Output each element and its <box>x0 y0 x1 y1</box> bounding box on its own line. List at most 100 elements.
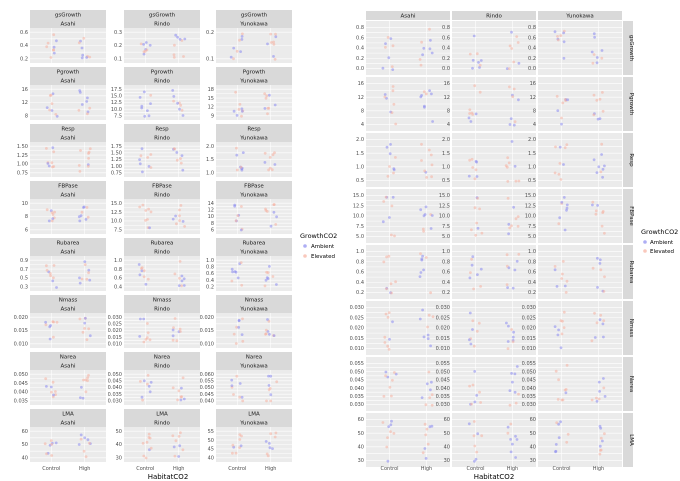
left-gsGrowth-Yunokawa-point <box>266 42 269 46</box>
right-Pgrowth-Yunokawa-tick-label: 12 <box>530 95 536 101</box>
left-gsGrowth-Yunokawa-point <box>270 41 273 44</box>
right-gsGrowth-Rindo-tick-label: 0.2 <box>442 56 450 62</box>
right-gsGrowth-Asahi-point <box>389 37 393 40</box>
right-Pgrowth-Asahi-point <box>394 122 398 126</box>
left-FBPase-Yunokawa-point <box>234 219 238 223</box>
right-FBPase-Asahi-point <box>421 227 425 231</box>
right-Rubarea-Rindo-point <box>476 273 479 276</box>
right-Narea-Yunokawa-point <box>563 388 567 392</box>
right-Narea-Yunokawa-point <box>554 369 558 373</box>
left-LMA-Asahi-tick-label: 60 <box>22 429 28 435</box>
left-Resp-Rindo-point <box>180 154 184 158</box>
left-Narea-Rindo-point <box>140 395 144 399</box>
right-LMA-Asahi-tick-label: 60 <box>358 417 364 423</box>
right-LMA-Yunokawa-tick-label: 40 <box>530 445 536 451</box>
right-Narea-Rindo-point <box>515 365 519 368</box>
left-FBPase-Yunokawa-point <box>269 224 273 228</box>
right-Rubarea-Rindo-point <box>472 287 475 291</box>
left-Narea-Asahi-point <box>50 390 53 394</box>
strip-variable-Narea: Narea <box>628 376 634 392</box>
left-FBPase-Rindo-point <box>183 225 187 228</box>
right-Resp-Rindo-tick-label: 1.5 <box>442 151 450 157</box>
right-Pgrowth-Yunokawa-tick-label: 4 <box>533 122 536 128</box>
right-Pgrowth-Yunokawa-point <box>592 113 596 117</box>
left-Nmass-Rindo-tick-label: 0.015 <box>108 335 122 341</box>
right-Narea-Rindo-panel: 0.030 0.035 0.040 0.045 0.050 0.055 <box>436 357 536 411</box>
right-gsGrowth-Rindo-tick-label: 0.4 <box>442 46 450 52</box>
strip-site-Rindo: Rindo <box>154 307 170 313</box>
left-FBPase-Rindo-point <box>141 203 145 207</box>
right-LMA-Rindo-point <box>474 457 478 461</box>
right-Pgrowth-Rindo-tick-label: 16 <box>444 81 450 87</box>
right-gsGrowth-Rindo-tick-label: 0.8 <box>442 25 450 31</box>
left-Pgrowth-Asahi-point <box>49 93 53 97</box>
left-LMA-Asahi-point <box>77 443 81 446</box>
left-FBPase-Asahi-point <box>51 213 55 216</box>
right-Nmass-Asahi-point <box>387 311 391 314</box>
left-Nmass-Asahi-point <box>83 321 87 325</box>
right-gsGrowth-Yunokawa-point <box>600 49 604 52</box>
left-FBPase-Rindo-point <box>175 222 178 226</box>
strip-variable-Pgrowth: Pgrowth <box>628 93 634 116</box>
left-FBPase-Yunokawa-tick-label: 6 <box>211 228 214 234</box>
left-Narea-Asahi-point <box>86 379 89 383</box>
x-axis-title: HabitatCO2 <box>474 473 515 481</box>
right-Nmass-Rindo-point <box>471 319 475 323</box>
left-LMA-Rindo-point <box>177 435 181 438</box>
left-LMA-Rindo-point <box>149 446 153 450</box>
right-Narea-Asahi-point <box>382 394 386 398</box>
right-Nmass-Yunokawa-point <box>595 321 599 325</box>
right-Resp-Asahi-tick-label: 0.5 <box>356 178 364 184</box>
right-Pgrowth-Yunokawa-point <box>592 93 596 97</box>
left-Rubarea-Rindo-point <box>180 279 184 283</box>
left-Nmass-Yunokawa-point <box>235 325 239 329</box>
left-Pgrowth-Asahi-panel: 8 12 16 <box>22 85 106 120</box>
left-Narea-Yunokawa-point <box>267 384 271 387</box>
left-FBPase-Asahi-tick-label: 6 <box>25 228 28 234</box>
right-gsGrowth-Yunokawa-point <box>592 53 596 56</box>
right-Pgrowth-Rindo-panel: 4 8 12 16 <box>444 77 536 131</box>
right-FBPase-Asahi-point <box>393 234 396 238</box>
right-Nmass-Yunokawa-point <box>561 319 564 323</box>
left-Resp-Yunokawa-point <box>271 153 275 157</box>
right-Narea-Yunokawa-point <box>590 398 594 402</box>
left-Resp-Asahi-point <box>45 147 48 150</box>
right-Resp-Yunokawa-point <box>599 170 603 174</box>
right-Nmass-Rindo-point <box>475 329 479 333</box>
right-Narea-Asahi-point <box>430 403 434 407</box>
right-Narea-Rindo-point <box>473 400 477 404</box>
right-Rubarea-Asahi-point <box>390 291 393 295</box>
strip-site-Yunokawa: Yunokawa <box>239 364 267 370</box>
left-Narea-Yunokawa-point <box>232 393 235 396</box>
left-gsGrowth-Asahi-point <box>45 45 49 49</box>
right-Rubarea-Yunokawa-point <box>596 256 599 260</box>
right-FBPase-Yunokawa-point <box>601 211 605 215</box>
right-Rubarea-Rindo-tick-label: 0.8 <box>442 259 450 265</box>
left-Resp-Asahi-point <box>87 150 91 154</box>
right-Resp-Yunokawa-panel: 0.5 1.0 1.5 2.0 <box>528 133 622 187</box>
left-FBPase-Asahi-point <box>53 210 56 214</box>
left-Resp-Rindo-point <box>175 158 179 162</box>
left-Pgrowth-Rindo-point <box>178 107 181 111</box>
left-LMA-Rindo-point <box>148 436 152 440</box>
x-tick-label: Control <box>552 466 570 472</box>
left-gsGrowth-Yunokawa-point <box>240 35 244 38</box>
right-Resp-Asahi-point <box>388 165 391 168</box>
left-Nmass-Asahi-point <box>44 320 47 324</box>
left-Nmass-Asahi-point <box>52 320 55 324</box>
right-Nmass-Rindo-point <box>506 340 510 343</box>
left-Pgrowth-Rindo-point <box>172 99 176 103</box>
left-LMA-Rindo-point <box>145 440 149 444</box>
strip-variable-LMA: LMA <box>62 412 74 418</box>
left-Rubarea-Yunokawa-panel: 0.20.40.60.81.0 <box>206 256 292 291</box>
strip-site-Asahi: Asahi <box>60 307 75 313</box>
left-Rubarea-Asahi-point <box>45 264 48 268</box>
right-LMA-Yunokawa-point <box>555 421 559 425</box>
right-gsGrowth-Yunokawa-point <box>592 32 596 36</box>
right-Pgrowth-Yunokawa-point <box>556 109 560 112</box>
right-gsGrowth-Yunokawa-point <box>591 61 595 65</box>
x-tick-label: High <box>79 466 91 472</box>
left-Pgrowth-Yunokawa-panel: 9 12 15 18 <box>208 85 292 120</box>
right-LMA-Yunokawa-point <box>557 422 560 426</box>
right-Rubarea-Rindo-point <box>505 253 509 257</box>
